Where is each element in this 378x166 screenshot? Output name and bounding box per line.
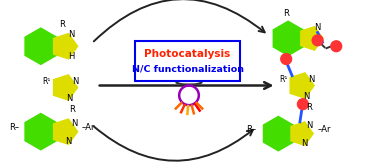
Text: N: N [308,75,315,84]
Text: N/C functionalization: N/C functionalization [132,65,243,74]
Text: R¹: R¹ [42,77,51,86]
Text: R: R [69,105,75,114]
Polygon shape [291,73,314,98]
Polygon shape [25,29,56,64]
Text: N: N [66,94,73,103]
Text: N: N [301,139,307,148]
Text: R¹: R¹ [279,75,287,84]
Text: R–: R– [246,125,257,134]
Text: N: N [71,119,77,128]
Text: –Ar: –Ar [82,123,96,132]
Polygon shape [274,22,303,55]
Polygon shape [54,34,77,58]
Text: Photocatalysis: Photocatalysis [144,48,231,58]
Circle shape [281,54,291,64]
Circle shape [312,35,323,46]
Text: R: R [59,20,65,29]
Text: R–: R– [9,123,19,132]
Polygon shape [264,117,293,150]
Polygon shape [291,122,313,145]
Text: N: N [314,23,321,32]
Text: N: N [303,92,309,101]
Text: N: N [65,137,71,146]
Text: H: H [68,52,74,61]
Text: –Ar: –Ar [318,125,331,134]
Text: R: R [306,103,312,112]
FancyBboxPatch shape [135,41,240,81]
Text: R: R [283,9,289,18]
Circle shape [297,99,308,110]
Polygon shape [54,120,77,144]
Polygon shape [54,75,77,100]
Polygon shape [25,114,56,149]
Text: N: N [72,77,78,86]
Polygon shape [301,27,322,50]
Circle shape [331,41,342,52]
Text: N: N [68,30,74,39]
Text: N: N [307,121,313,130]
